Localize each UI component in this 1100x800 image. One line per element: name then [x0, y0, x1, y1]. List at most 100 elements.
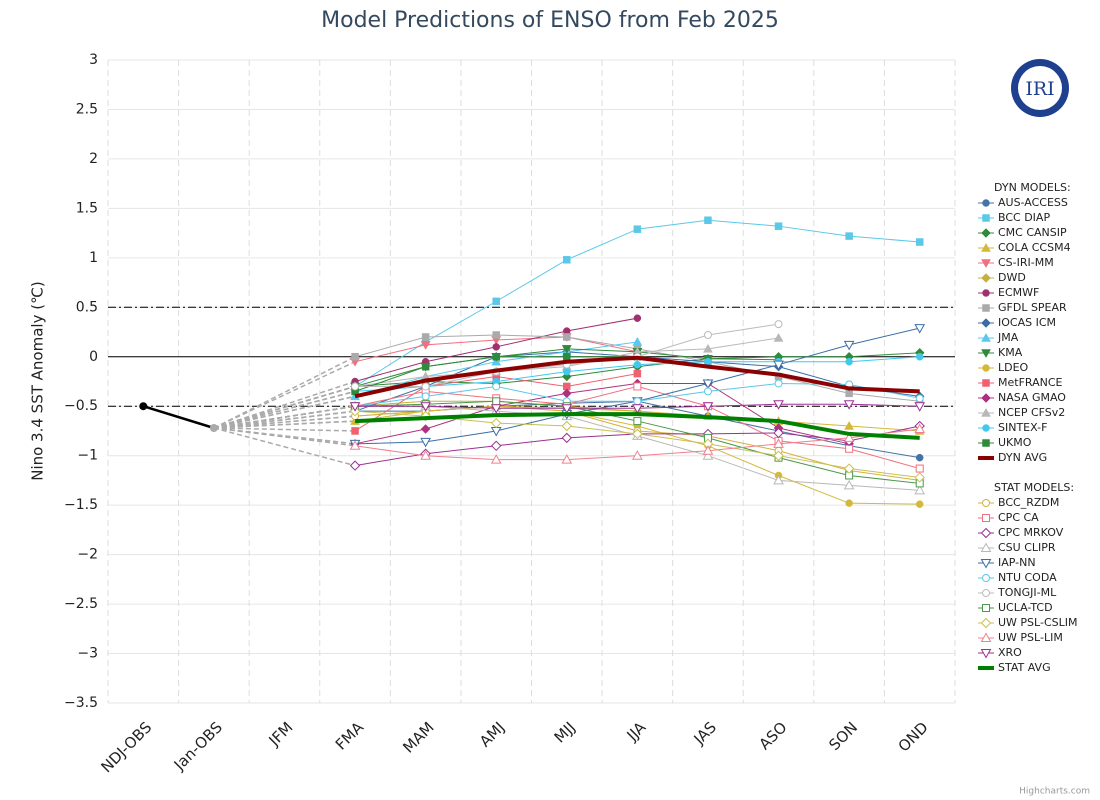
legend-marker	[980, 527, 992, 539]
legend-label: CMC CANSIP	[998, 226, 1067, 239]
legend-item: DWD	[978, 271, 1026, 284]
x-tick-label: JJA	[623, 718, 650, 745]
obs-marker	[139, 402, 148, 411]
marker	[843, 479, 855, 490]
marker	[915, 453, 924, 462]
legend-label: UKMO	[998, 436, 1032, 449]
legend-item: CMC CANSIP	[978, 226, 1067, 239]
marker	[349, 460, 361, 471]
credit: Highcharts.com	[1019, 787, 1090, 797]
marker	[774, 222, 783, 230]
x-tick-label: JAS	[690, 718, 720, 748]
y-tick-label: −1	[77, 448, 98, 464]
series-line	[354, 412, 920, 440]
marker	[914, 324, 926, 334]
legend-marker	[981, 393, 991, 403]
marker	[704, 357, 712, 366]
y-axis-label: Nino 3.4 SST Anomaly (℃)	[29, 281, 47, 481]
marker	[349, 440, 361, 450]
connector	[213, 427, 356, 467]
legend-item: NCEP CFSv2	[978, 406, 1065, 419]
marker	[561, 388, 572, 399]
legend-marker	[982, 574, 990, 582]
marker	[774, 320, 783, 329]
marker	[633, 369, 642, 378]
legend-marker	[982, 589, 990, 597]
series-line	[142, 405, 215, 430]
legend-label: IAP-NN	[998, 556, 1036, 569]
marker	[561, 404, 573, 414]
marker	[420, 450, 431, 460]
legend-label: NASA GMAO	[998, 391, 1066, 404]
legend-item: JMA	[978, 331, 1019, 344]
marker	[561, 345, 572, 354]
x-tick-label: FMA	[332, 718, 368, 754]
legend-item: UW PSL-LIM	[978, 631, 1063, 644]
legend-label: MetFRANCE	[998, 376, 1063, 389]
legend-marker	[980, 617, 992, 629]
legend-label: JMA	[997, 331, 1019, 344]
legend-label: COLA CCSM4	[998, 241, 1071, 254]
marker	[774, 379, 783, 388]
legend-item: IAP-NN	[978, 556, 1036, 569]
legend-header: DYN MODELS:	[994, 181, 1071, 194]
marker	[845, 232, 853, 240]
y-tick-label: 2	[89, 151, 98, 167]
marker	[632, 336, 643, 346]
marker	[915, 394, 924, 403]
marker	[633, 360, 642, 369]
legend-label: LDEO	[998, 361, 1029, 374]
marker	[843, 432, 855, 442]
marker	[914, 484, 926, 495]
legend-item: NTU CODA	[978, 571, 1057, 584]
marker	[491, 417, 502, 429]
legend-marker	[982, 214, 990, 222]
connector	[213, 427, 356, 432]
legend-label: DYN AVG	[998, 451, 1047, 464]
logo-text: IRI	[1025, 78, 1054, 100]
legend-label: BCC_RZDM	[998, 496, 1059, 509]
marker	[563, 256, 571, 264]
legend-marker	[982, 604, 990, 612]
y-tick-label: −0.5	[64, 398, 98, 414]
x-tick-label: AMJ	[476, 718, 508, 750]
y-tick-label: −3.5	[64, 695, 98, 711]
legend-item: MetFRANCE	[978, 376, 1063, 389]
legend-marker	[980, 559, 992, 569]
marker	[915, 500, 924, 508]
marker	[633, 225, 642, 233]
plot	[139, 216, 926, 508]
legend-item: SINTEX-F	[978, 421, 1047, 434]
marker	[490, 404, 502, 414]
legend-item: KMA	[978, 346, 1023, 359]
legend-item: DYN AVG	[978, 451, 1047, 464]
marker	[703, 387, 712, 396]
connector	[213, 390, 356, 429]
marker	[702, 450, 714, 460]
marker	[633, 417, 642, 426]
marker	[421, 333, 430, 341]
y-tick-label: −2.5	[64, 596, 98, 612]
chart-title: Model Predictions of ENSO from Feb 2025	[321, 8, 779, 33]
marker	[349, 402, 361, 412]
marker	[492, 382, 501, 391]
legend-marker	[982, 364, 990, 372]
y-tick-label: 2.5	[76, 101, 98, 117]
legend-item: BCC DIAP	[978, 211, 1050, 224]
legend-label: KMA	[998, 346, 1023, 359]
legend-marker	[982, 199, 990, 207]
connector	[213, 385, 356, 429]
marker	[420, 437, 431, 448]
x-tick-label: SON	[825, 718, 861, 754]
legend-label: CPC MRKOV	[998, 526, 1064, 539]
legend-marker	[982, 439, 990, 447]
legend-label: GFDL SPEAR	[998, 301, 1067, 314]
legend-item: ECMWF	[978, 286, 1039, 299]
marker	[421, 382, 430, 391]
marker	[351, 427, 359, 435]
legend-label: NCEP CFSv2	[998, 406, 1065, 419]
legend-marker	[982, 379, 990, 387]
y-tick-label: 0	[89, 349, 98, 365]
legend-marker	[981, 228, 991, 238]
marker	[915, 238, 924, 246]
